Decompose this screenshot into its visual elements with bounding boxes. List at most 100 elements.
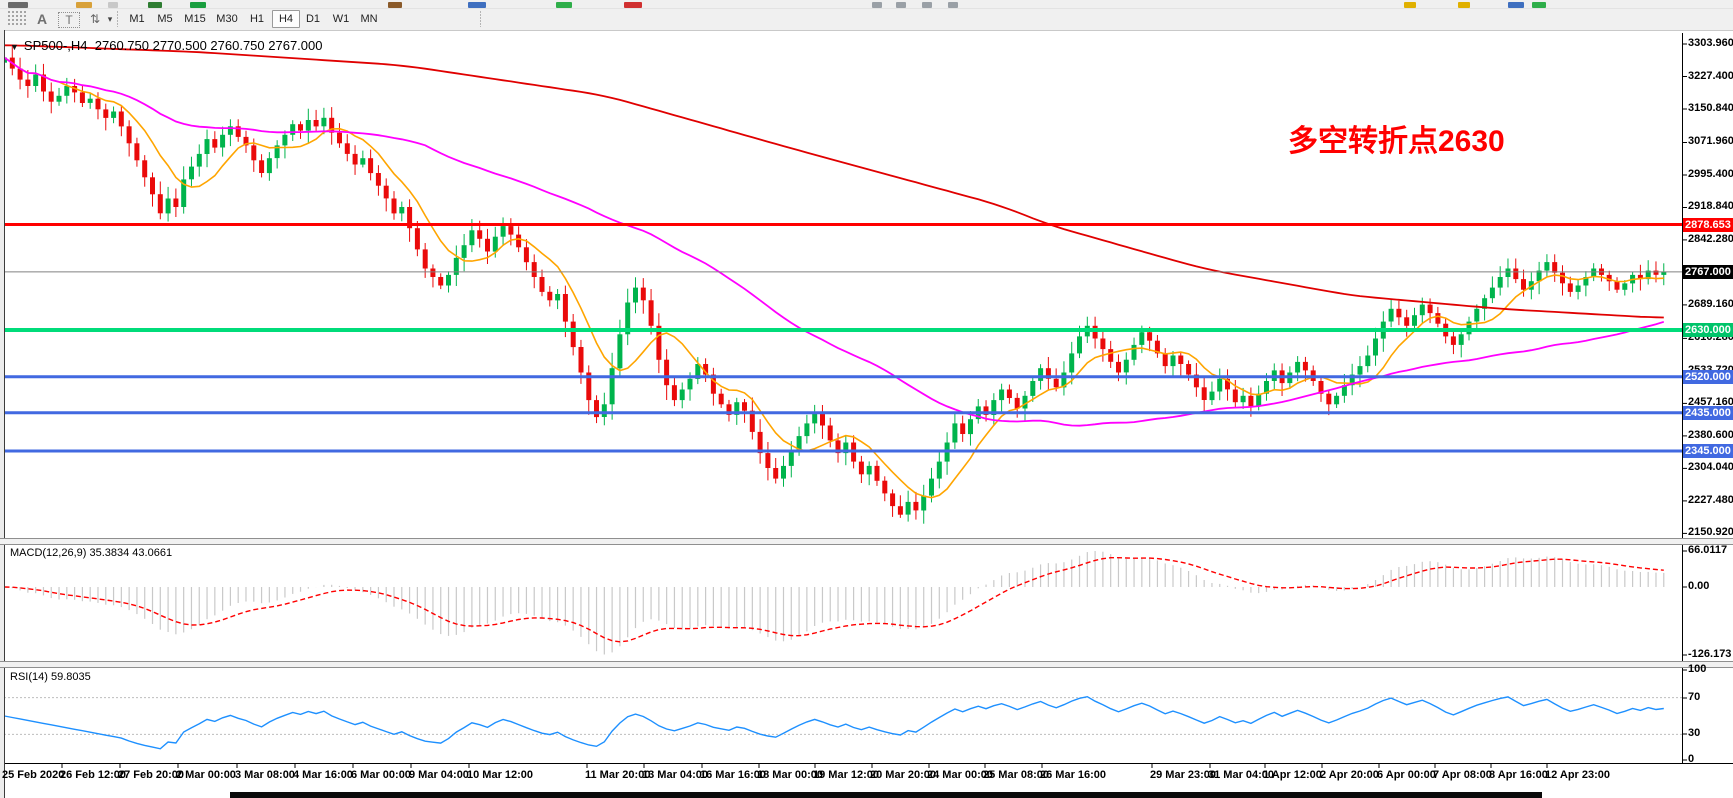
toolbar: A T ⇅ ▾ M1 M5 M15 M30 H1 H4 D1 W1 MN — [0, 9, 1733, 31]
time-axis-label: 1 Apr 12:00 — [1263, 769, 1322, 781]
time-axis-label: 3 Mar 08:00 — [235, 769, 295, 781]
macd-values: 35.3834 43.0661 — [89, 547, 173, 559]
clipped-toolbar-icon[interactable] — [1508, 2, 1524, 8]
rsi-axis-tick: 70 — [1688, 691, 1701, 703]
price-axis-tick: 2995.400 — [1688, 167, 1733, 180]
price-axis-tick: 2689.160 — [1688, 297, 1733, 310]
macd-indicator-label: MACD(12,26,9) 35.3834 43.0661 — [10, 547, 173, 559]
macd-axis-tick: 66.0117 — [1688, 544, 1728, 556]
cycle-arrows-icon[interactable]: ⇅ — [89, 12, 101, 26]
price-axis-tick: 2918.840 — [1688, 200, 1733, 213]
time-axis-label: 16 Mar 16:00 — [700, 769, 767, 781]
clipped-toolbar-icon[interactable] — [108, 2, 118, 8]
time-axis-label: 26 Mar 16:00 — [1040, 769, 1107, 781]
clipped-toolbar-icon[interactable] — [76, 2, 92, 8]
text-annotation-tool[interactable]: A — [36, 11, 48, 27]
rsi-axis-tick: 0 — [1688, 753, 1695, 765]
symbol-period-label: SP500-,H4 — [23, 38, 88, 53]
rsi-indicator-label: RSI(14) 59.8035 — [10, 671, 91, 683]
time-axis-label: 25 Feb 2020 — [2, 769, 65, 781]
time-axis-label: 10 Mar 12:00 — [467, 769, 534, 781]
ohlc-values: 2760.750 2770.500 2760.750 2767.000 — [94, 38, 323, 53]
chart-plot[interactable] — [0, 30, 1733, 798]
clipped-toolbar-icon[interactable] — [8, 2, 28, 8]
dropdown-caret-icon[interactable]: ▾ — [107, 13, 113, 24]
toolbar-separator — [480, 11, 481, 27]
clipped-toolbar-icon[interactable] — [468, 2, 486, 8]
clipped-toolbar-icon[interactable] — [872, 2, 882, 8]
chart-window: ▼ SP500-,H4 2760.750 2770.500 2760.750 27… — [0, 30, 1733, 798]
clipped-toolbar-icon[interactable] — [1404, 2, 1416, 8]
textbox-tool[interactable]: T — [58, 12, 80, 28]
price-axis-tick: 3071.960 — [1688, 135, 1733, 148]
macd-axis-tick: -126.173 — [1688, 648, 1732, 660]
timeframe-button-w1[interactable]: W1 — [332, 13, 350, 25]
price-axis-tick: 3227.400 — [1688, 69, 1733, 82]
clipped-toolbar-icon[interactable] — [948, 2, 958, 8]
toolbar-top-row-clipped — [0, 0, 1733, 9]
time-axis-label: 7 Apr 08:00 — [1433, 769, 1492, 781]
time-axis-label: 26 Feb 12:00 — [60, 769, 127, 781]
rsi-axis-tick: 30 — [1688, 727, 1701, 739]
chart-title: ▼ SP500-,H4 2760.750 2770.500 2760.750 27… — [10, 38, 322, 53]
timeframe-button-d1[interactable]: D1 — [305, 13, 321, 25]
time-axis-label: 29 Mar 23:00 — [1150, 769, 1217, 781]
window-left-edge — [0, 30, 5, 798]
time-axis-label: 31 Mar 04:00 — [1208, 769, 1275, 781]
toolbar-separator — [117, 11, 118, 27]
grid-icon[interactable] — [6, 11, 28, 27]
time-axis-label: 9 Mar 04:00 — [409, 769, 469, 781]
timeframe-button-m1[interactable]: M1 — [129, 13, 145, 25]
time-axis-label: 2 Mar 00:00 — [176, 769, 236, 781]
price-axis-tick: 2842.280 — [1688, 232, 1733, 245]
time-axis-label: 20 Mar 20:00 — [870, 769, 937, 781]
time-axis-label: 19 Mar 12:00 — [813, 769, 880, 781]
time-axis-label: 11 Mar 20:00 — [585, 769, 651, 781]
clipped-toolbar-icon[interactable] — [148, 2, 162, 8]
price-level-badge[interactable]: 2435.000 — [1683, 405, 1733, 420]
panel-separator[interactable] — [0, 538, 1733, 545]
time-axis-label: 25 Mar 08:00 — [983, 769, 1050, 781]
timeframe-button-h1[interactable]: H1 — [249, 13, 265, 25]
rsi-axis-tick: 100 — [1688, 663, 1707, 675]
timeframe-button-mn[interactable]: MN — [360, 13, 378, 25]
price-axis-tick: 2380.600 — [1688, 428, 1733, 441]
clipped-toolbar-icon[interactable] — [190, 2, 206, 8]
price-axis-tick: 3150.840 — [1688, 101, 1733, 114]
clipped-toolbar-icon[interactable] — [1458, 2, 1470, 8]
timeframe-button-m5[interactable]: M5 — [157, 13, 173, 25]
price-level-badge[interactable]: 2767.000 — [1683, 264, 1733, 279]
panel-separator[interactable] — [0, 661, 1733, 668]
timeframe-button-m30[interactable]: M30 — [216, 13, 238, 25]
price-level-badge[interactable]: 2630.000 — [1683, 323, 1733, 338]
price-level-badge[interactable]: 2878.653 — [1683, 217, 1733, 232]
chevron-down-icon[interactable]: ▼ — [10, 42, 19, 52]
price-level-badge[interactable]: 2345.000 — [1683, 443, 1733, 458]
clipped-toolbar-icon[interactable] — [556, 2, 572, 8]
time-axis-label: 27 Feb 20:00 — [118, 769, 185, 781]
price-annotation-text[interactable]: 多空转折点2630 — [1288, 125, 1505, 158]
price-axis-tick: 3303.960 — [1688, 37, 1733, 49]
time-axis-label: 6 Apr 00:00 — [1377, 769, 1436, 781]
time-axis-label: 8 Apr 16:00 — [1489, 769, 1548, 781]
clipped-toolbar-icon[interactable] — [624, 2, 642, 8]
time-axis-label: 24 Mar 00:00 — [927, 769, 994, 781]
time-axis-label: 2 Apr 20:00 — [1320, 769, 1379, 781]
time-axis-label: 18 Mar 00:00 — [757, 769, 824, 781]
price-level-badge[interactable]: 2520.000 — [1683, 369, 1733, 384]
clipped-toolbar-icon[interactable] — [896, 2, 906, 8]
clipped-toolbar-icon[interactable] — [1532, 2, 1546, 8]
price-axis-tick: 2457.160 — [1688, 396, 1733, 409]
time-axis-label: 4 Mar 16:00 — [293, 769, 353, 781]
price-axis-tick: 2227.480 — [1688, 493, 1733, 506]
time-axis-label: 6 Mar 00:00 — [351, 769, 411, 781]
price-axis-tick: 2304.040 — [1688, 461, 1733, 474]
rsi-value: 59.8035 — [50, 671, 91, 683]
clipped-toolbar-icon[interactable] — [922, 2, 932, 8]
timeframe-button-m15[interactable]: M15 — [184, 13, 206, 25]
clipped-toolbar-icon[interactable] — [388, 2, 402, 8]
timeframe-button-h4[interactable]: H4 — [272, 10, 300, 28]
macd-axis-tick: 0.00 — [1688, 580, 1710, 592]
time-axis-label: 13 Mar 04:00 — [642, 769, 709, 781]
